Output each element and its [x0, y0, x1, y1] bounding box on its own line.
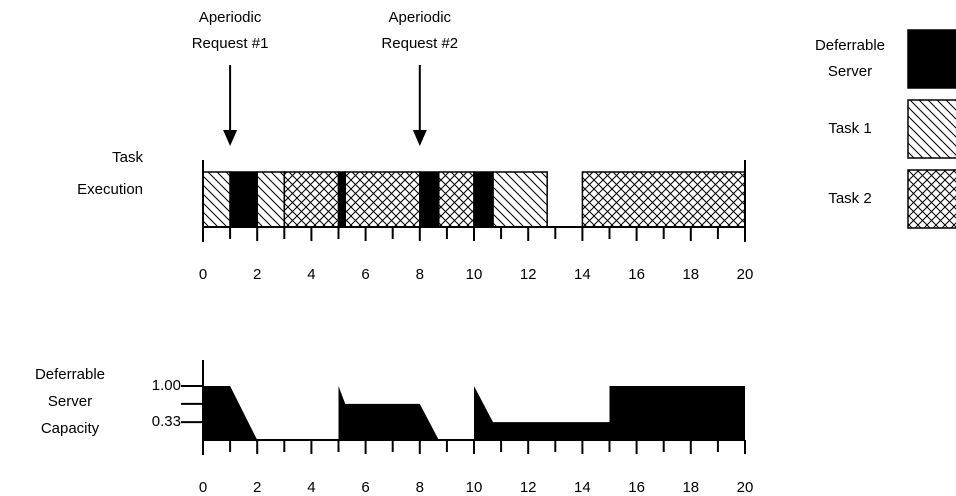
y-tick-label: 1.00	[152, 377, 181, 394]
legend-label: Deferrable	[815, 37, 885, 54]
segment	[419, 171, 440, 228]
request-label: Request #2	[381, 35, 458, 52]
x-tick-label: 2	[253, 266, 261, 283]
legend-label: Task 2	[828, 190, 871, 207]
y-tick-label: 0.33	[152, 413, 181, 430]
x-tick-label: 6	[361, 266, 369, 283]
row-label: Capacity	[41, 420, 100, 437]
x-tick-label: 4	[307, 479, 315, 496]
request-label: Aperiodic	[199, 9, 262, 26]
x-tick-label: 14	[574, 266, 591, 283]
row-label: Task	[112, 149, 143, 166]
x-tick-label: 16	[628, 266, 645, 283]
x-tick-label: 8	[416, 479, 424, 496]
x-tick-label: 4	[307, 266, 315, 283]
segment	[344, 171, 421, 228]
x-tick-label: 8	[416, 266, 424, 283]
x-tick-label: 6	[361, 479, 369, 496]
x-tick-label: 10	[466, 479, 483, 496]
row-label: Deferrable	[35, 366, 105, 383]
request-label: Aperiodic	[389, 9, 452, 26]
x-tick-label: 2	[253, 479, 261, 496]
legend-swatch	[907, 29, 956, 89]
segment	[438, 171, 475, 228]
row-label: Server	[48, 393, 92, 410]
segment	[492, 171, 548, 228]
x-tick-label: 14	[574, 479, 591, 496]
segment	[337, 171, 347, 228]
x-tick-label: 10	[466, 266, 483, 283]
legend-label: Task 1	[828, 120, 871, 137]
arrow-head	[412, 130, 427, 146]
request-label: Request #1	[192, 35, 269, 52]
capacity-area	[203, 386, 745, 440]
segment	[229, 171, 258, 228]
x-tick-label: 18	[682, 266, 699, 283]
x-tick-label: 20	[737, 266, 754, 283]
segment	[473, 171, 494, 228]
x-tick-label: 18	[682, 479, 699, 496]
x-tick-label: 20	[737, 479, 754, 496]
x-tick-label: 16	[628, 479, 645, 496]
segment	[256, 171, 286, 228]
legend-swatch	[907, 169, 956, 229]
x-tick-label: 0	[199, 479, 207, 496]
x-tick-label: 12	[520, 479, 537, 496]
row-label: Execution	[77, 181, 143, 198]
arrow-head	[223, 130, 238, 146]
x-tick-label: 0	[199, 266, 207, 283]
segment	[581, 171, 746, 228]
x-tick-label: 12	[520, 266, 537, 283]
legend-swatch	[907, 99, 956, 159]
segment	[283, 171, 340, 228]
segment	[202, 171, 231, 228]
legend-label: Server	[828, 63, 872, 80]
